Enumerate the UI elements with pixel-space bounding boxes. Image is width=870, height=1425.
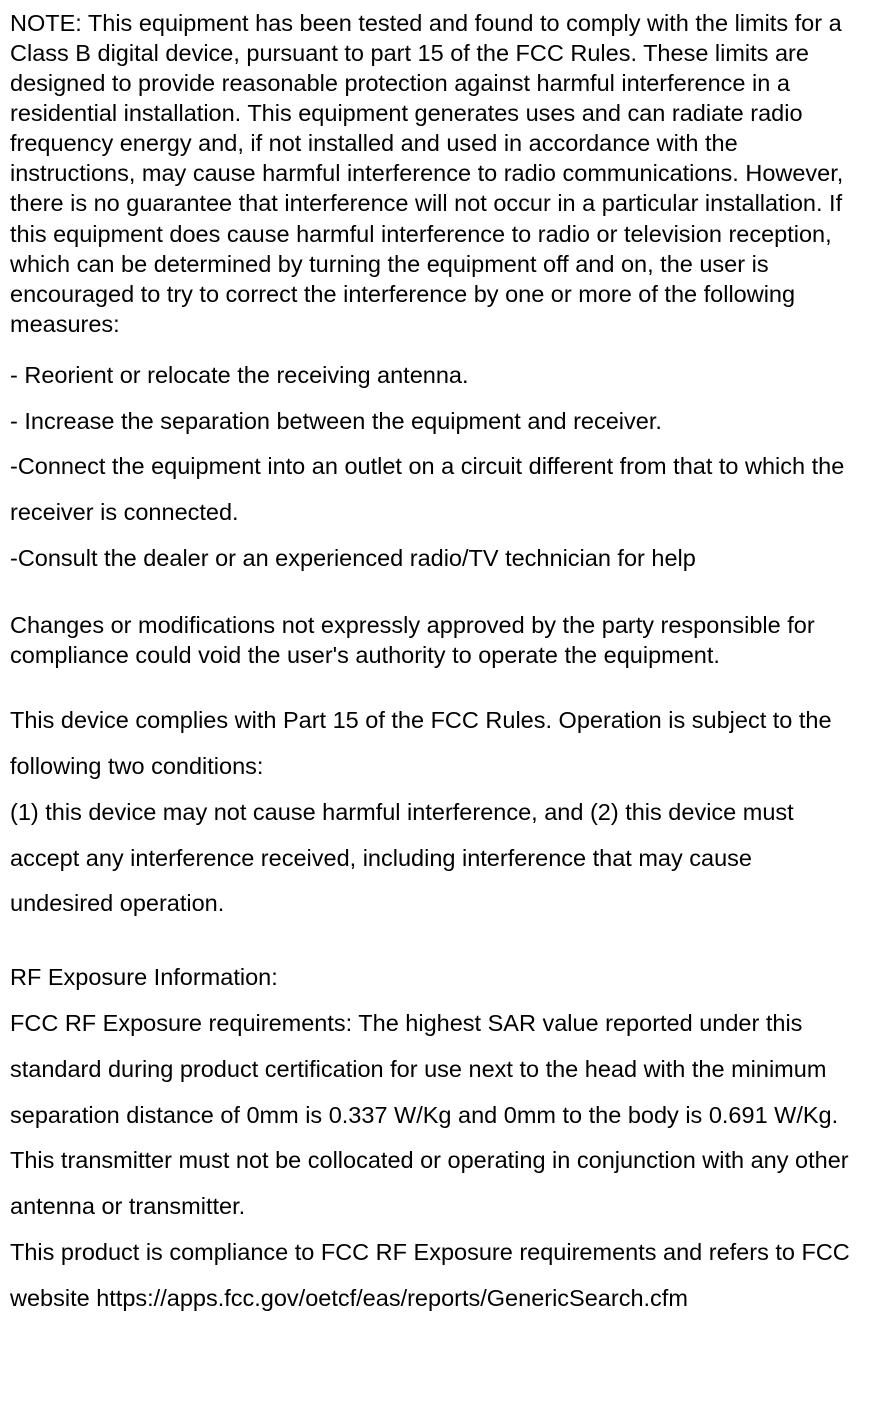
rf-exposure-body-2: This product is compliance to FCC RF Exp… (10, 1230, 860, 1322)
spacer (10, 670, 860, 698)
measure-reorient: - Reorient or relocate the receiving ant… (10, 353, 860, 399)
changes-paragraph: Changes or modifications not expressly a… (10, 610, 860, 670)
measure-separation: - Increase the separation between the eq… (10, 399, 860, 445)
measure-consult: -Consult the dealer or an experienced ra… (10, 536, 860, 582)
rf-exposure-heading: RF Exposure Information: (10, 955, 860, 1001)
fcc-note-paragraph: NOTE: This equipment has been tested and… (10, 8, 860, 339)
spacer (10, 927, 860, 955)
measure-outlet: -Connect the equipment into an outlet on… (10, 444, 860, 536)
spacer (10, 339, 860, 353)
rf-exposure-body-1: FCC RF Exposure requirements: The highes… (10, 1001, 860, 1230)
spacer (10, 582, 860, 610)
part15-intro: This device complies with Part 15 of the… (10, 698, 860, 790)
part15-conditions: (1) this device may not cause harmful in… (10, 790, 860, 927)
